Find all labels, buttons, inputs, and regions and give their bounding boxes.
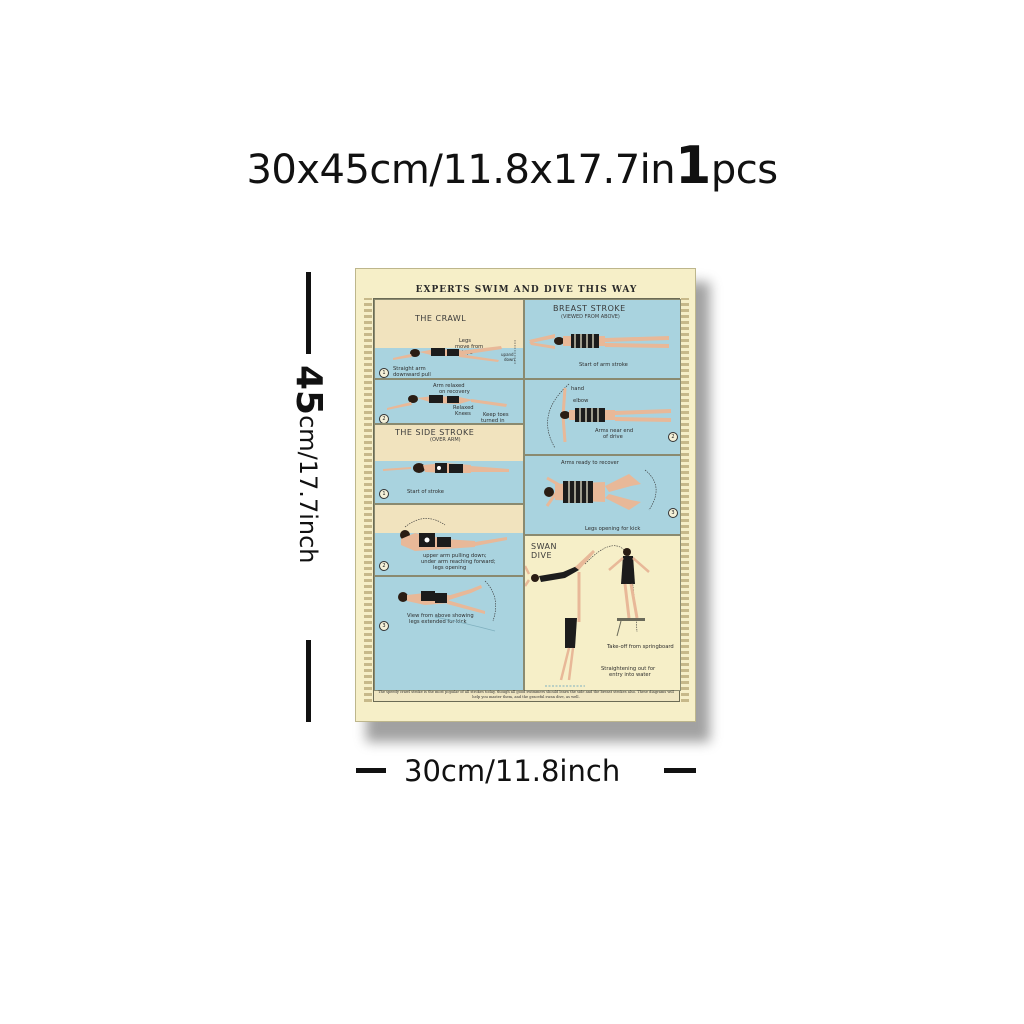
swan-note: Straightening out for — [601, 666, 656, 672]
height-line-top — [306, 272, 311, 354]
crawl-note: turned in — [481, 418, 505, 424]
height-label: 45cm/17.7inch — [288, 365, 329, 564]
breast-sublabel: (VIEWED FROM ABOVE) — [561, 314, 620, 320]
crawl-note: move from — [455, 344, 484, 350]
side-note: View from above showing — [407, 613, 474, 619]
crawl-note: down — [504, 357, 515, 362]
height-label-big: 45 — [288, 365, 329, 416]
crawl-note: Keep toes — [483, 412, 509, 418]
poster-title: EXPERTS SWIM AND DIVE THIS WAY — [415, 285, 638, 295]
crawl-note: Knees — [455, 411, 471, 417]
size-headline-main: 30x45cm/11.8x17.7in — [246, 147, 676, 193]
size-headline: 30x45cm/11.8x17.7in1pcs — [0, 136, 1024, 196]
breast-swimmer-3 — [544, 469, 657, 511]
swan-note: entry into water — [609, 672, 651, 678]
breast-swimmer-1 — [529, 334, 669, 349]
swan-label: SWAN — [531, 542, 558, 551]
breast-note: elbow — [573, 398, 589, 404]
side-sublabel: (OVER ARM) — [430, 437, 461, 443]
step-number: 3 — [379, 621, 389, 631]
breast-note: Arms near end — [595, 428, 634, 434]
side-panel-3: View from above showing legs extended fo… — [374, 576, 524, 691]
poster-border-right — [681, 298, 689, 702]
width-label: 30cm/11.8inch — [404, 754, 621, 788]
breast-note: hand — [571, 386, 585, 392]
step-number: 1 — [379, 489, 389, 499]
size-headline-count: 1 — [675, 136, 711, 196]
breast-note: Legs opening for kick — [585, 526, 641, 532]
side-note: upper arm pulling down; — [423, 553, 487, 559]
height-label-rest: cm/17.7inch — [294, 415, 322, 564]
swan-diver-figures — [525, 545, 650, 687]
side-swimmer-3 — [398, 580, 496, 632]
side-panel-1: THE SIDE STROKE (OVER ARM) Start of stro… — [374, 424, 524, 504]
poster-border-left — [364, 298, 372, 702]
swan-note: Take-off from springboard — [607, 644, 674, 650]
side-note: under arm reaching forward; — [421, 559, 496, 565]
crawl-note: Straight arm — [393, 366, 426, 372]
width-line-right — [664, 768, 696, 773]
crawl-swimmer-1 — [393, 340, 516, 365]
swan-label: DIVE — [531, 551, 553, 560]
side-swimmer-2 — [400, 518, 507, 551]
width-line-left — [356, 768, 386, 773]
poster-fine-print: The speedy crawl stroke is the most popu… — [378, 690, 674, 699]
breast-label: BREAST STROKE — [553, 304, 626, 313]
breast-note: of drive — [603, 434, 623, 440]
breast-panel-2: hand elbow Arms near end of drive 2 — [524, 379, 681, 455]
crawl-panel-2: Arm relaxed on recovery Relaxed Knees Ke… — [374, 379, 524, 424]
crawl-note: on recovery — [439, 389, 470, 395]
breast-panel-1: BREAST STROKE (VIEWED FROM ABOVE) Start … — [524, 299, 681, 379]
crawl-note: Relaxed — [453, 405, 474, 411]
step-number: 3 — [668, 508, 678, 518]
size-headline-unit: pcs — [710, 147, 778, 193]
side-note: Start of stroke — [407, 489, 444, 495]
breast-note: Start of arm stroke — [579, 362, 628, 368]
breast-note: Arms ready to recover — [561, 460, 619, 466]
breast-swimmer-2 — [547, 383, 671, 449]
swan-panel: SWAN DIVE Take-off from springboard Stra… — [524, 535, 681, 691]
step-number: 2 — [379, 561, 389, 571]
step-number: 2 — [379, 414, 389, 423]
side-panel-2: upper arm pulling down; under arm reachi… — [374, 504, 524, 576]
height-line-bottom — [306, 640, 311, 722]
step-number: 2 — [668, 432, 678, 442]
crawl-swimmer-2 — [387, 395, 507, 410]
side-note: legs opening — [433, 565, 467, 571]
side-note: legs extended for kick — [409, 619, 467, 625]
poster: EXPERTS SWIM AND DIVE THIS WAY THE CRAWL… — [355, 268, 696, 722]
step-number: 1 — [379, 368, 389, 378]
crawl-note: downward pull — [393, 372, 431, 378]
crawl-note: Legs — [459, 338, 471, 344]
crawl-panel-1: THE CRAWL Legs move from hips upand down… — [374, 299, 524, 379]
breast-panel-3: Arms ready to recover Legs opening for k… — [524, 455, 681, 535]
side-label: THE SIDE STROKE — [395, 428, 475, 437]
crawl-label: THE CRAWL — [415, 314, 467, 323]
side-swimmer-1 — [383, 463, 509, 473]
crawl-note: Arm relaxed — [433, 383, 465, 389]
crawl-note: upand — [501, 352, 514, 357]
poster-frame: THE CRAWL Legs move from hips upand down… — [373, 298, 681, 702]
